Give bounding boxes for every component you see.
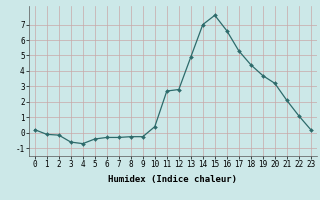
X-axis label: Humidex (Indice chaleur): Humidex (Indice chaleur) — [108, 175, 237, 184]
